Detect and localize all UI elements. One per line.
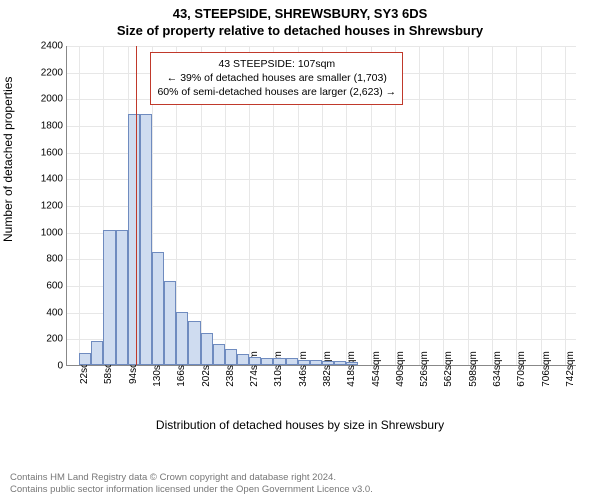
chart-subtitle: Size of property relative to detached ho… — [0, 21, 600, 38]
histogram-bar — [249, 357, 261, 365]
histogram-bar — [298, 360, 310, 365]
y-tick-label: 600 — [46, 281, 63, 292]
histogram-bar — [237, 354, 249, 365]
y-axis-label: Number of detached properties — [1, 77, 15, 242]
plot-area: 0200400600800100012001400160018002000220… — [66, 46, 576, 366]
y-tick-label: 2000 — [41, 94, 63, 105]
y-tick-label: 1200 — [41, 201, 63, 212]
histogram-bar — [116, 230, 128, 365]
annotation-line: 60% of semi-detached houses are larger (… — [157, 85, 396, 99]
y-tick-label: 1400 — [41, 174, 63, 185]
gridline-vertical — [443, 46, 444, 365]
histogram-bar — [286, 358, 298, 365]
x-tick-label: 346sqm — [298, 351, 309, 387]
annotation-line: 43 STEEPSIDE: 107sqm — [157, 57, 396, 71]
footer-line: Contains HM Land Registry data © Crown c… — [10, 472, 373, 484]
chart-container: Number of detached properties 0200400600… — [0, 42, 600, 442]
histogram-bar — [103, 230, 115, 365]
y-tick-label: 200 — [46, 334, 63, 345]
x-tick-label: 598sqm — [468, 351, 479, 387]
y-tick-label: 1800 — [41, 121, 63, 132]
footer-line: Contains public sector information licen… — [10, 484, 373, 496]
gridline-vertical — [419, 46, 420, 365]
gridline-vertical — [541, 46, 542, 365]
x-tick-label: 526sqm — [419, 351, 430, 387]
histogram-bar — [225, 349, 237, 365]
x-tick-label: 310sqm — [273, 351, 284, 387]
y-tick-label: 400 — [46, 307, 63, 318]
histogram-bar — [164, 281, 176, 365]
footer-attribution: Contains HM Land Registry data © Crown c… — [10, 472, 373, 496]
y-tick-label: 1600 — [41, 147, 63, 158]
histogram-bar — [152, 252, 164, 365]
histogram-bar — [79, 353, 91, 365]
histogram-bar — [140, 114, 152, 365]
histogram-bar — [91, 341, 103, 365]
histogram-bar — [310, 360, 322, 365]
y-tick-label: 2200 — [41, 67, 63, 78]
x-tick-label: 670sqm — [516, 351, 527, 387]
annotation-line: ← 39% of detached houses are smaller (1,… — [157, 71, 396, 85]
histogram-bar — [188, 321, 200, 365]
y-tick-label: 800 — [46, 254, 63, 265]
gridline-vertical — [565, 46, 566, 365]
x-axis-label: Distribution of detached houses by size … — [0, 418, 600, 432]
histogram-bar — [261, 358, 273, 365]
histogram-bar — [213, 344, 225, 365]
y-tick-label: 1000 — [41, 227, 63, 238]
property-annotation: 43 STEEPSIDE: 107sqm← 39% of detached ho… — [150, 52, 403, 105]
x-tick-label: 454sqm — [371, 351, 382, 387]
x-tick-label: 706sqm — [541, 351, 552, 387]
histogram-bar — [273, 358, 285, 365]
address-title: 43, STEEPSIDE, SHREWSBURY, SY3 6DS — [0, 0, 600, 21]
x-tick-label: 742sqm — [565, 351, 576, 387]
x-tick-label: 382sqm — [322, 351, 333, 387]
histogram-bar — [176, 312, 188, 365]
y-tick-label: 0 — [57, 361, 63, 372]
gridline-vertical — [79, 46, 80, 365]
x-tick-label: 562sqm — [443, 351, 454, 387]
x-tick-label: 418sqm — [346, 351, 357, 387]
histogram-bar — [201, 333, 213, 365]
histogram-bar — [322, 361, 334, 365]
x-tick-label: 634sqm — [492, 351, 503, 387]
y-tick-label: 2400 — [41, 41, 63, 52]
histogram-bar — [346, 362, 358, 365]
gridline-vertical — [516, 46, 517, 365]
gridline-vertical — [492, 46, 493, 365]
histogram-bar — [334, 361, 346, 365]
gridline-vertical — [468, 46, 469, 365]
histogram-bar — [128, 114, 140, 365]
property-marker-line — [136, 46, 137, 365]
x-tick-label: 490sqm — [395, 351, 406, 387]
